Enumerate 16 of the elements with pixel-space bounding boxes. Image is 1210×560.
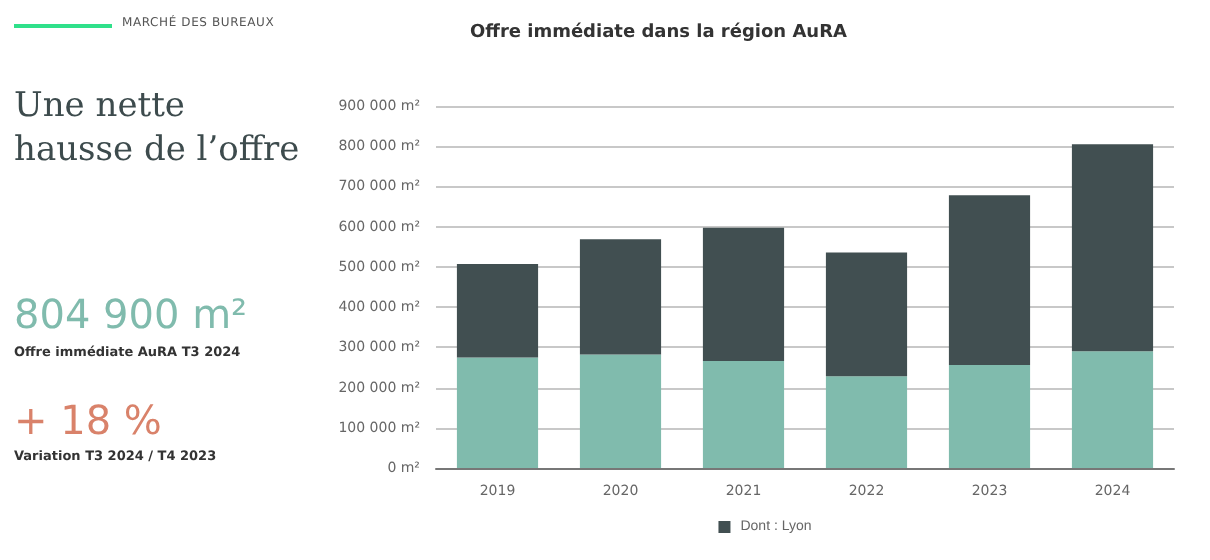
bar bbox=[456, 357, 539, 468]
bar bbox=[579, 354, 662, 468]
chart-title: Offre immédiate dans la région AuRA bbox=[470, 21, 848, 43]
bar bbox=[1071, 351, 1154, 468]
bar bbox=[702, 361, 785, 468]
text: 804 900 m² bbox=[14, 290, 248, 338]
bar bbox=[1071, 144, 1154, 352]
bar bbox=[825, 252, 908, 377]
bar bbox=[579, 239, 662, 355]
bar bbox=[702, 227, 785, 362]
text: Une nette hausse de l’offre bbox=[14, 84, 302, 172]
bar bbox=[825, 376, 908, 468]
bar bbox=[948, 365, 1031, 468]
text: + 18 % bbox=[14, 396, 162, 444]
bar bbox=[948, 195, 1031, 366]
bar bbox=[456, 264, 539, 358]
